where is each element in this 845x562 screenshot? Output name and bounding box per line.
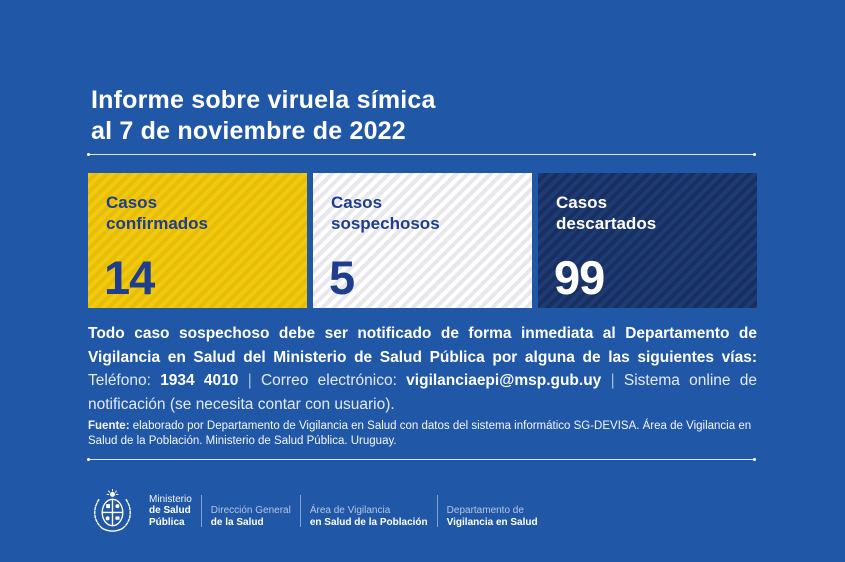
ministry-line3: Pública xyxy=(149,516,185,528)
footer-divider xyxy=(299,495,301,527)
ministry-line2: de Salud xyxy=(149,505,191,517)
separator-pipe: | xyxy=(601,372,624,389)
footer: Ministerio de Salud Pública Dirección Ge… xyxy=(89,486,538,536)
footer-divider xyxy=(436,495,438,527)
suspected-cases-card: Casos sospechosos 5 xyxy=(313,173,532,308)
top-divider xyxy=(87,153,756,156)
bottom-divider xyxy=(87,458,756,461)
department-general-direction: Dirección General de la Salud xyxy=(211,492,291,530)
department-surveillance-area: Área de Vigilancia en Salud de la Poblac… xyxy=(310,492,428,530)
source-text: elaborado por Departamento de Vigilancia… xyxy=(88,420,752,447)
confirmed-cases-card: Casos confirmados 14 xyxy=(88,173,307,308)
suspected-cases-value: 5 xyxy=(329,251,355,304)
department-line1: Departamento de xyxy=(446,505,524,516)
department-line2: en Salud de la Población xyxy=(309,516,428,528)
page-title: Informe sobre viruela símica al 7 de nov… xyxy=(91,85,436,145)
email-address: vigilanciaepi@msp.gub.uy xyxy=(406,372,602,389)
ministry-name-block: Ministerio de Salud Pública xyxy=(149,494,192,529)
discarded-cases-value: 99 xyxy=(554,251,605,304)
notification-paragraph: Todo caso sospechoso debe ser notificado… xyxy=(88,322,757,416)
email-label: Correo electrónico: xyxy=(260,372,407,389)
online-system-text: Sistema online de notificación (se neces… xyxy=(88,372,758,413)
source-label: Fuente: xyxy=(88,420,130,432)
ministry-line1: Ministerio xyxy=(149,493,192,505)
department-line1: Área de Vigilancia xyxy=(309,505,391,516)
phone-label: Teléfono: xyxy=(88,372,161,389)
uruguay-coat-of-arms-logo xyxy=(94,488,131,532)
department-line2: Vigilancia en Salud xyxy=(446,516,538,528)
discarded-cases-card: Casos descartados 99 xyxy=(538,173,757,308)
department-health-surveillance: Departamento de Vigilancia en Salud xyxy=(447,492,538,530)
suspected-cases-label: Casos sospechosos xyxy=(331,193,440,233)
footer-divider xyxy=(200,495,202,527)
stat-cards-row: Casos confirmados 14 Casos sospechosos 5… xyxy=(88,173,757,308)
confirmed-cases-label: Casos confirmados xyxy=(106,193,209,233)
department-line1: Dirección General xyxy=(210,505,291,516)
separator-pipe: | xyxy=(238,372,261,389)
confirmed-cases-value: 14 xyxy=(104,251,155,304)
phone-number: 1934 4010 xyxy=(160,372,239,389)
source-note: Fuente: elaborado por Departamento de Vi… xyxy=(88,419,760,449)
notification-intro: Todo caso sospechoso debe ser notificado… xyxy=(88,325,757,366)
department-line2: de la Salud xyxy=(210,516,264,528)
discarded-cases-label: Casos descartados xyxy=(556,193,657,233)
